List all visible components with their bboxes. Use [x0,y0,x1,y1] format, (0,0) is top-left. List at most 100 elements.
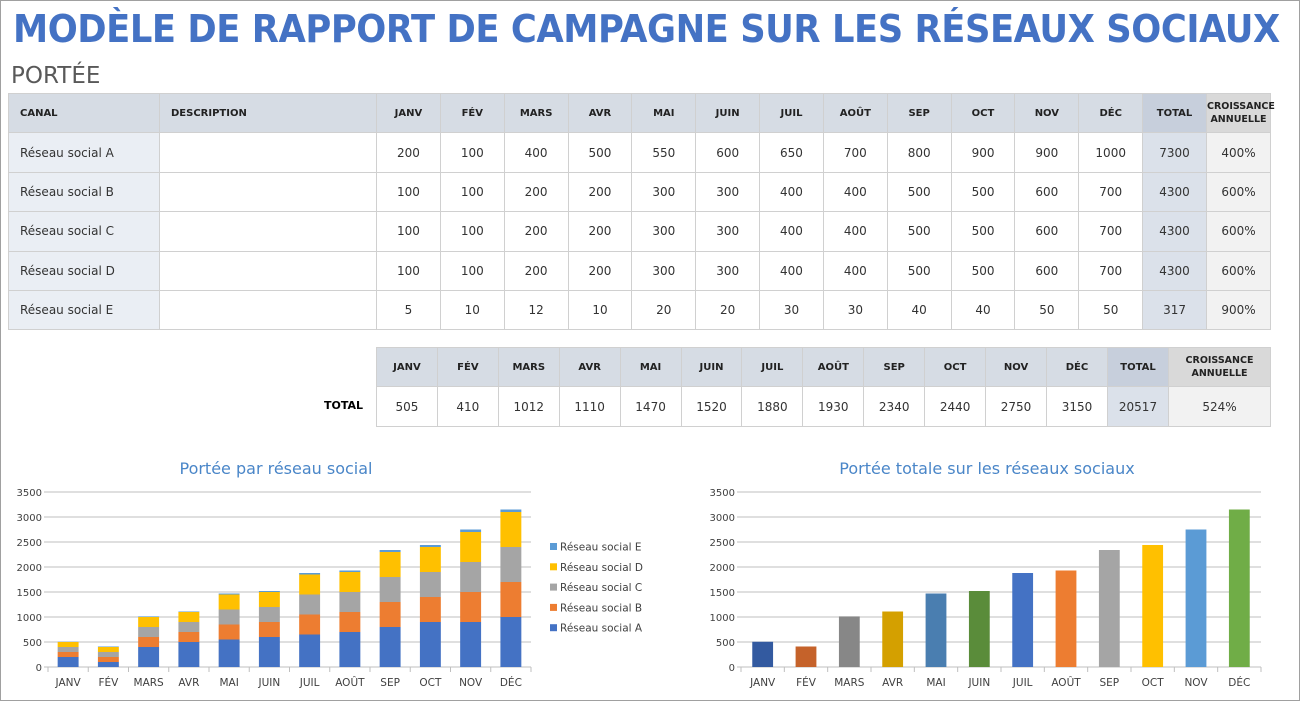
stacked-bar-segment [98,647,119,652]
bar [969,591,990,667]
x-tick-label: MAI [926,677,945,689]
stacked-bar-segment [98,657,119,662]
y-tick-label: 2000 [710,563,735,574]
x-tick-label: SEP [380,677,400,689]
x-tick-label: NOV [459,677,483,689]
stacked-bar-segment [460,592,481,622]
x-tick-label: DÉC [500,676,522,689]
stacked-bar-segment [219,610,240,625]
x-tick-label: JANV [749,677,776,689]
y-tick-label: 500 [23,638,42,649]
x-tick-label: JUIN [967,677,990,689]
stacked-bar-segment [420,547,441,572]
x-tick-label: NOV [1184,677,1208,689]
chart-title: Portée par réseau social [179,459,372,478]
y-tick-label: 3000 [17,513,42,524]
stacked-bar-segment [339,592,360,612]
x-tick-label: MAI [219,677,238,689]
stacked-bar-segment [500,510,521,513]
stacked-bar-segment [380,627,401,667]
bar [839,616,860,667]
stacked-bar-segment [460,530,481,533]
stacked-bar-segment [138,617,159,627]
stacked-bar-segment [138,627,159,637]
y-tick-label: 1500 [17,588,42,599]
y-tick-label: 3000 [710,513,735,524]
x-tick-label: DÉC [1228,676,1250,689]
bar [1229,510,1250,668]
stacked-bar-segment [299,615,320,635]
legend-label: Réseau social E [560,542,642,554]
stacked-bar-segment [58,657,79,667]
stacked-bar-segment [339,571,360,573]
legend-label: Réseau social D [560,562,643,574]
y-tick-label: 1000 [17,613,42,624]
x-tick-label: FÉV [796,676,817,689]
x-tick-label: OCT [1142,677,1165,689]
stacked-bar-segment [219,595,240,610]
stacked-bar-segment [380,550,401,552]
y-tick-label: 1500 [710,588,735,599]
x-tick-label: JUIN [258,677,281,689]
stacked-bar-segment [500,617,521,667]
y-tick-label: 2500 [17,538,42,549]
stacked-bar-segment [138,616,159,617]
stacked-bar-segment [460,532,481,562]
stacked-bar-segment [500,512,521,547]
bar [882,612,903,668]
stacked-bar-segment [58,642,79,647]
stacked-bar-segment [299,635,320,668]
y-tick-label: 0 [729,663,735,674]
stacked-bar-segment [299,575,320,595]
stacked-bar-segment [339,632,360,667]
stacked-bar-segment [138,647,159,667]
stacked-bar-segment [259,607,280,622]
stacked-bar-segment [500,582,521,617]
stacked-bar-segment [98,652,119,657]
x-tick-label: AVR [882,677,903,689]
stacked-bar-segment [58,652,79,657]
x-tick-label: OCT [419,677,442,689]
stacked-bar-segment [420,622,441,667]
bar [1142,545,1163,667]
stacked-bar-segment [460,622,481,667]
stacked-bar-segment [420,597,441,622]
bar [1056,571,1077,668]
stacked-bar-segment [420,572,441,597]
stacked-bar-segment [420,545,441,547]
stacked-bar-segment [219,640,240,668]
y-tick-label: 2500 [710,538,735,549]
stacked-bar-segment [500,547,521,582]
chart-title: Portée totale sur les réseaux sociaux [839,459,1134,478]
stacked-bar-segment [259,591,280,592]
stacked-bar-segment [339,572,360,592]
x-tick-label: JUIL [1012,677,1033,689]
stacked-bar-segment [219,594,240,595]
legend-swatch [550,563,557,570]
stacked-bar-segment [380,577,401,602]
stacked-bar-segment [259,622,280,637]
stacked-bar-segment [98,662,119,667]
bar [1099,550,1120,667]
legend-swatch [550,624,557,631]
y-tick-label: 1000 [710,613,735,624]
y-tick-label: 0 [36,663,42,674]
legend-label: Réseau social C [560,582,642,594]
y-tick-label: 3500 [710,488,735,499]
x-tick-label: JANV [55,677,82,689]
stacked-bar-segment [299,595,320,615]
stacked-bar-segment [219,625,240,640]
stacked-bar-segment [259,637,280,667]
stacked-bar-segment [299,573,320,575]
stacked-bar-segment [339,612,360,632]
stacked-bar-segment [178,612,199,622]
stacked-bar-segment [259,592,280,607]
bar [926,594,947,668]
x-tick-label: JUIL [299,677,320,689]
legend-label: Réseau social A [560,623,643,635]
x-tick-label: MARS [834,677,865,689]
legend-label: Réseau social B [560,602,642,614]
legend-swatch [550,604,557,611]
stacked-bar-segment [178,622,199,632]
